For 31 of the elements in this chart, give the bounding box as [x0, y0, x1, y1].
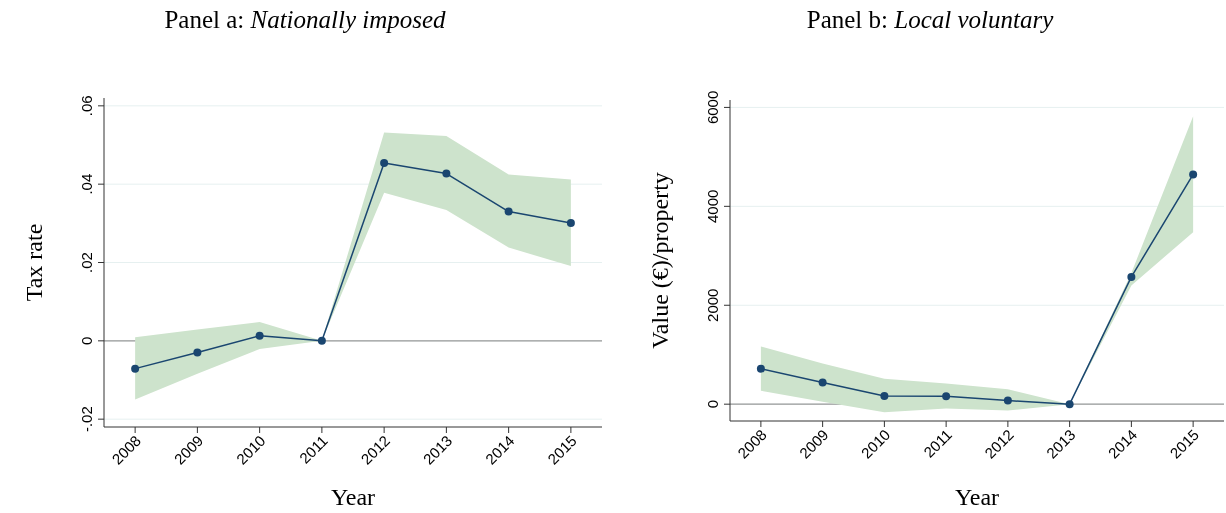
chart-title: Panel b: Local voluntary: [806, 6, 1055, 33]
point: [380, 159, 389, 168]
point: [193, 348, 202, 357]
point: [942, 392, 951, 401]
y-tick-label: .04: [78, 173, 95, 195]
y-tick-label: 6000: [704, 90, 721, 125]
point: [131, 364, 140, 373]
x-axis-title: Year: [330, 484, 376, 510]
x-axis-title: Year: [954, 484, 1000, 510]
y-tick-label: 0: [78, 336, 95, 346]
point: [566, 218, 575, 227]
point: [1189, 170, 1198, 179]
point: [880, 392, 889, 401]
y-tick-label: .02: [78, 252, 95, 273]
point: [442, 169, 451, 178]
y-tick-label: 2000: [704, 288, 721, 322]
point: [818, 378, 827, 387]
y-axis-title: Tax rate: [21, 223, 47, 302]
point: [1065, 400, 1074, 409]
y-axis-title: Value (€)/property: [647, 172, 673, 349]
y-tick-label: 0: [704, 400, 721, 409]
point: [504, 207, 513, 216]
point: [255, 331, 264, 340]
point: [1003, 396, 1012, 405]
point: [317, 336, 326, 345]
y-tick-label: 4000: [704, 189, 721, 224]
y-tick-label: .06: [78, 95, 95, 117]
y-tick-label: -.02: [78, 406, 95, 433]
point: [756, 364, 765, 373]
chart-title: Panel a: Nationally imposed: [164, 6, 447, 33]
point: [1127, 272, 1136, 281]
